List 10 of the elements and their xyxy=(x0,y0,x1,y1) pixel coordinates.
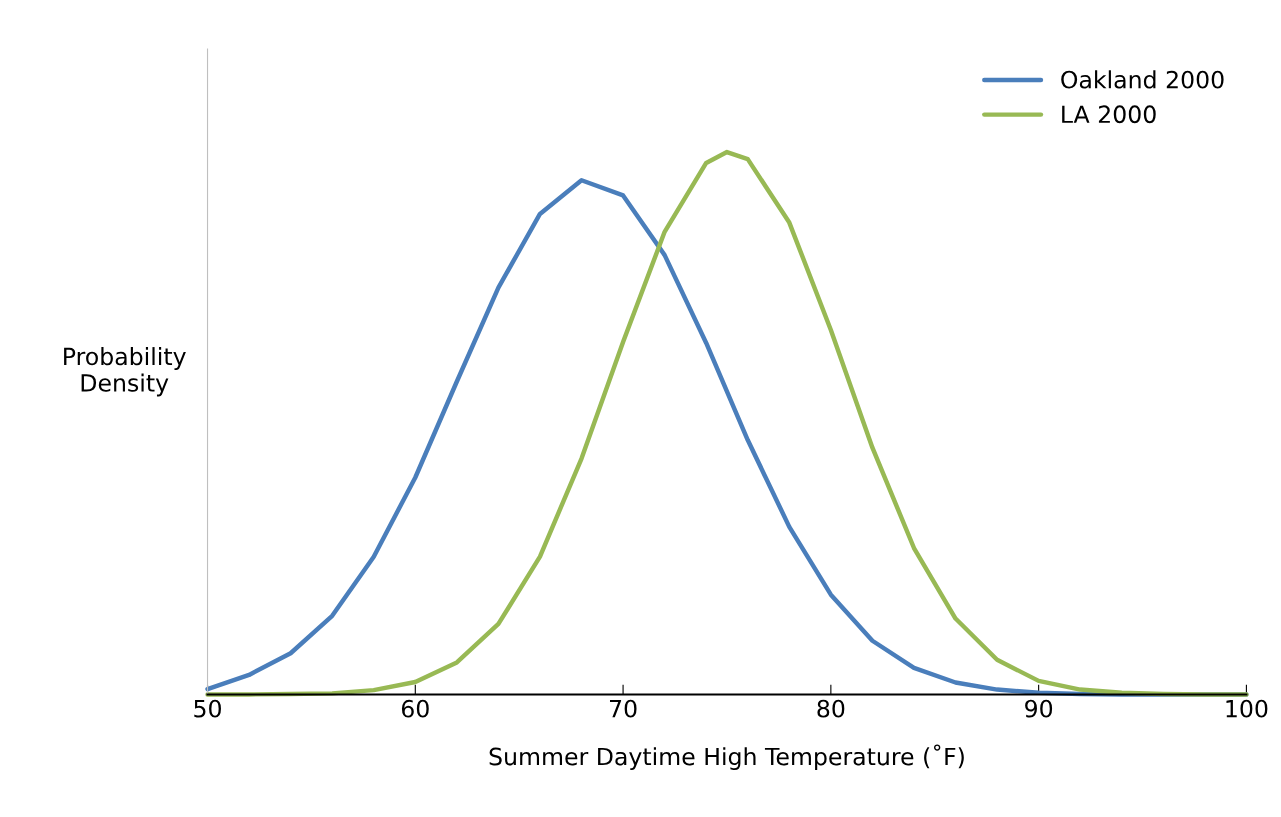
x-tick-label: 70 xyxy=(609,699,637,718)
x-tick-label: 50 xyxy=(194,699,221,718)
x-tick-label: 90 xyxy=(1025,699,1053,718)
x-tick-label: 100 xyxy=(1226,699,1268,718)
y-axis-title: Probability Density xyxy=(64,347,186,397)
x-tick-label: 60 xyxy=(401,699,429,718)
legend-label: LA 2000 xyxy=(1062,105,1156,124)
x-tick-label: 80 xyxy=(817,699,845,718)
legend-label: Oakland 2000 xyxy=(1061,70,1224,89)
x-axis-title: Summer Daytime High Temperature (˚F) xyxy=(489,744,964,771)
